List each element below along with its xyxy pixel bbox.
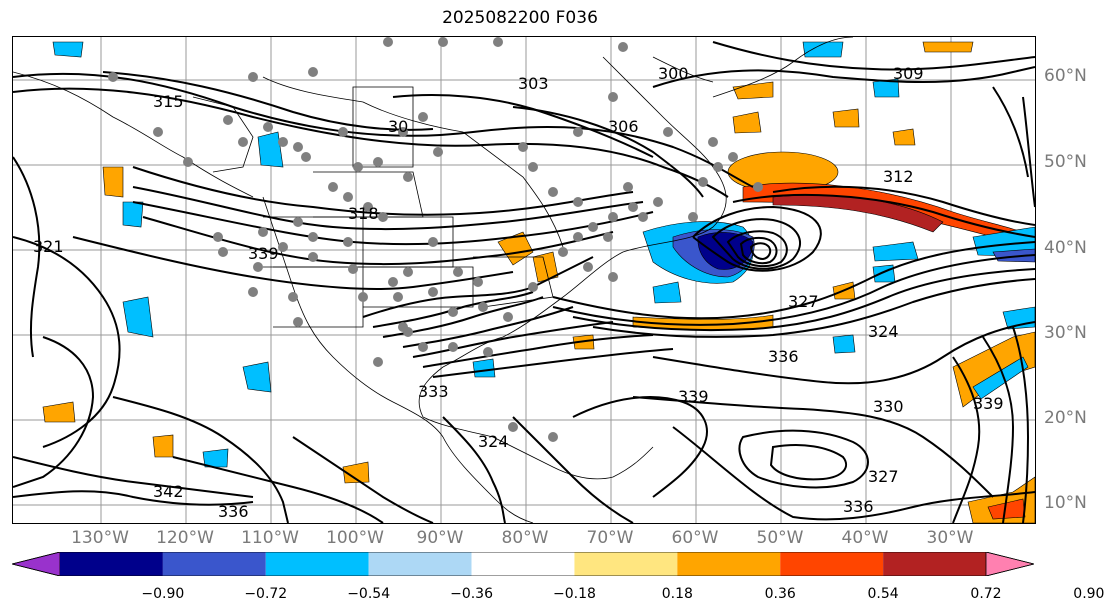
contour-label: 330 — [873, 397, 904, 416]
lat-label: 10°N — [1044, 493, 1087, 513]
contour-label: 342 — [153, 482, 184, 501]
map-panel: 300 303 306 309 312 315 318 321 324 327 … — [12, 36, 1036, 524]
colorbar — [12, 552, 1034, 576]
lat-label: 40°N — [1044, 238, 1087, 258]
lon-label: 130°W — [71, 528, 129, 548]
contour-label: 312 — [883, 167, 914, 186]
colorbar-tick-label: 0.90 — [1073, 586, 1105, 602]
colorbar-tick-label: 0.54 — [867, 586, 899, 602]
contour-labels: 300 303 306 309 312 315 318 321 324 327 … — [33, 64, 1004, 521]
contour-label: 336 — [768, 347, 799, 366]
colorbar-segments — [12, 552, 1034, 576]
lon-label: 90°W — [416, 528, 464, 548]
theta-contours — [13, 41, 1035, 523]
shaded-field — [42, 41, 1035, 523]
lon-label: 120°W — [156, 528, 214, 548]
contour-label: 339 — [678, 387, 709, 406]
map-title: 2025082200 F036 — [442, 8, 598, 28]
station-dots — [108, 37, 763, 442]
colorbar-tick-label: 0.72 — [970, 586, 1002, 602]
lon-label: 60°W — [671, 528, 719, 548]
lon-label: 80°W — [501, 528, 549, 548]
contour-label: 336 — [843, 497, 874, 516]
contour-label: 303 — [518, 74, 549, 93]
colorbar-segment — [265, 552, 369, 576]
lon-label: 70°W — [586, 528, 634, 548]
colorbar-tick-label: 0.18 — [661, 586, 693, 602]
contour-label: 327 — [868, 467, 899, 486]
colorbar-extend-min — [12, 552, 61, 576]
lon-label: 30°W — [926, 528, 974, 548]
contour-label: 327 — [788, 292, 819, 311]
contour-label: 339 — [973, 394, 1004, 413]
lon-label: 50°W — [756, 528, 804, 548]
colorbar-segment — [677, 552, 781, 576]
lat-label: 60°N — [1044, 66, 1087, 86]
colorbar-tick-label: −0.72 — [244, 586, 288, 602]
contour-label: 30 — [388, 117, 408, 136]
colorbar-segment — [162, 552, 266, 576]
colorbar-tick-label: −0.54 — [347, 586, 391, 602]
lon-label: 100°W — [326, 528, 384, 548]
contour-label: 300 — [658, 64, 689, 83]
colorbar-tick-label: 0.36 — [764, 586, 796, 602]
contour-label: 339 — [248, 244, 279, 263]
contour-label: 336 — [218, 502, 249, 521]
contour-label: 333 — [418, 382, 449, 401]
colorbar-extend-max — [985, 552, 1034, 576]
contour-label: 306 — [608, 117, 639, 136]
colorbar-tick-label: −0.36 — [450, 586, 493, 602]
contour-label: 324 — [868, 322, 899, 341]
lat-label: 50°N — [1044, 152, 1087, 172]
map-canvas: 300 303 306 309 312 315 318 321 324 327 … — [13, 37, 1035, 523]
colorbar-segment — [60, 552, 163, 576]
colorbar-segment — [574, 552, 678, 576]
colorbar-tick-label: −0.18 — [552, 586, 596, 602]
contour-label: 321 — [33, 237, 64, 256]
contour-label: 324 — [478, 432, 509, 451]
contour-label: 309 — [893, 64, 924, 83]
contour-label: 315 — [153, 92, 184, 111]
lon-label: 110°W — [241, 528, 299, 548]
colorbar-tick-label: −0.90 — [141, 586, 185, 602]
colorbar-segment — [368, 552, 472, 576]
contour-label: 318 — [348, 204, 379, 223]
colorbar-segment — [883, 552, 986, 576]
colorbar-segment — [780, 552, 884, 576]
lon-label: 40°W — [841, 528, 889, 548]
lat-label: 30°N — [1044, 323, 1087, 343]
lat-label: 20°N — [1044, 408, 1087, 428]
colorbar-segment — [471, 552, 575, 576]
